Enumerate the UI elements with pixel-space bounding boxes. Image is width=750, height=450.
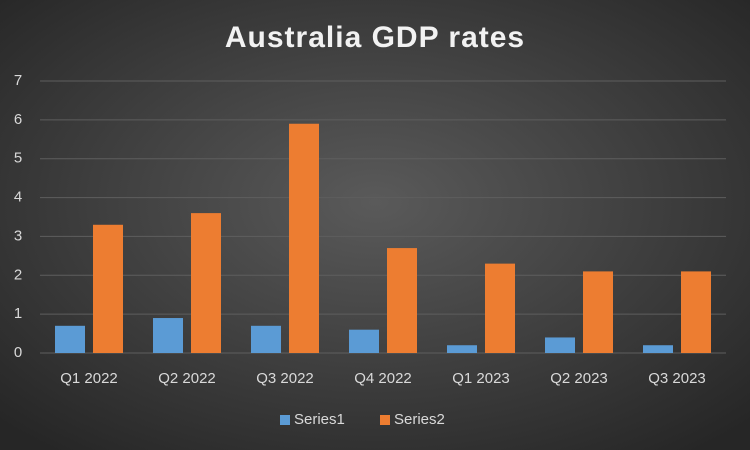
y-tick-label: 3 — [14, 227, 22, 244]
y-tick-label: 7 — [14, 72, 22, 89]
x-tick-label: Q3 2022 — [256, 370, 314, 387]
bar — [251, 325, 281, 353]
x-tick-label: Q1 2022 — [60, 370, 118, 387]
bar — [93, 224, 123, 353]
x-tick-label: Q3 2023 — [648, 370, 706, 387]
legend-swatch — [380, 415, 390, 425]
bar — [55, 325, 85, 353]
x-tick-label: Q1 2023 — [452, 370, 510, 387]
bar — [349, 329, 379, 353]
bar — [643, 345, 673, 353]
chart-title: Australia GDP rates — [225, 21, 525, 54]
y-tick-label: 0 — [14, 344, 22, 361]
legend-label: Series2 — [394, 411, 445, 428]
bar — [387, 248, 417, 353]
bar — [485, 263, 515, 353]
bar — [289, 123, 319, 353]
y-tick-label: 1 — [14, 305, 22, 322]
bar — [447, 345, 477, 353]
legend-label: Series1 — [294, 411, 345, 428]
x-tick-label: Q4 2022 — [354, 370, 412, 387]
bar — [191, 213, 221, 353]
bar — [545, 337, 575, 353]
bar — [681, 271, 711, 353]
x-tick-label: Q2 2022 — [158, 370, 216, 387]
y-tick-label: 4 — [14, 189, 22, 206]
x-tick-label: Q2 2023 — [550, 370, 608, 387]
y-tick-label: 2 — [14, 266, 22, 283]
legend-swatch — [280, 415, 290, 425]
y-tick-label: 6 — [14, 111, 22, 128]
bar — [153, 318, 183, 353]
bar — [583, 271, 613, 353]
y-tick-label: 5 — [14, 150, 22, 167]
